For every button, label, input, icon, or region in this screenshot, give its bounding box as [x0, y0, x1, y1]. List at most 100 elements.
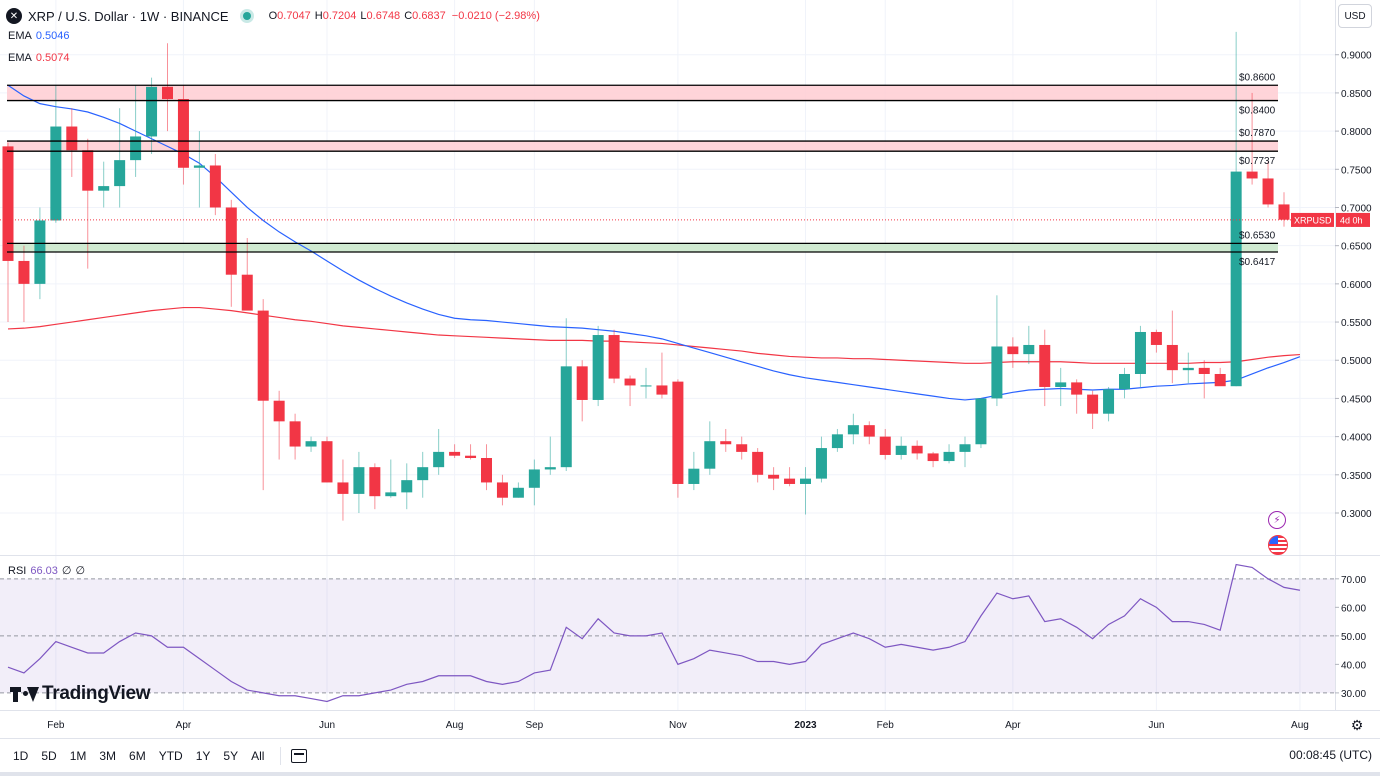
candle-body [1278, 204, 1290, 220]
time-label: Aug [446, 720, 464, 731]
ema-slow-label: EMA [8, 52, 32, 64]
candle [337, 459, 349, 521]
calendar-icon[interactable] [291, 749, 308, 763]
us-flag-icon[interactable] [1268, 535, 1288, 555]
candle [1007, 337, 1019, 368]
range-6m[interactable]: 6M [129, 749, 146, 763]
candle-body [576, 366, 588, 400]
tradingview-logo[interactable]: TradingView [10, 683, 151, 705]
candle [433, 428, 445, 475]
candle [1182, 352, 1194, 384]
candle-body [369, 467, 381, 497]
candle-body [50, 126, 62, 221]
candle-body [1087, 394, 1099, 414]
candle [1134, 325, 1146, 387]
ema-slow-legend[interactable]: EMA 0.5074 [8, 52, 70, 64]
candle [1055, 367, 1067, 407]
candle [879, 428, 891, 460]
candle-body [433, 451, 445, 468]
candle-body [449, 451, 461, 456]
high-label: H [314, 10, 323, 22]
range-ytd[interactable]: YTD [158, 749, 183, 763]
candle-body [1071, 382, 1083, 395]
candle [98, 161, 110, 208]
range-5y[interactable]: 5Y [223, 749, 239, 763]
low-label: L [360, 10, 367, 22]
time-label: Apr [1005, 720, 1021, 731]
candle-body [496, 482, 508, 498]
candle [991, 295, 1003, 407]
low-value: 0.6748 [366, 10, 401, 22]
candle-body [417, 467, 429, 481]
candle [225, 199, 237, 307]
price-tick-label: 0.5000 [1341, 356, 1372, 367]
lightning-icon[interactable]: ⚡ [1268, 511, 1286, 529]
candle [624, 375, 636, 407]
level-label: $0.8400 [1239, 106, 1276, 117]
candle-body [959, 444, 971, 452]
close-value: 0.6837 [412, 10, 446, 22]
candle-body [1023, 344, 1035, 355]
rsi-legend[interactable]: RSI 66.03 ∅ ∅ [8, 564, 89, 577]
chart-canvas[interactable]: $0.8600 $0.8400 $0.7870 $0.7737 $0.6530 $0.64… [0, 0, 1380, 738]
candle-body [512, 487, 524, 498]
candle-body [1039, 344, 1051, 387]
candle [305, 436, 317, 452]
candle-body [18, 260, 30, 284]
candle-body [1007, 346, 1019, 355]
time-label: Feb [47, 720, 65, 731]
utc-clock[interactable]: 00:08:45 (UTC) [1289, 748, 1372, 762]
candle [943, 444, 955, 464]
candle [496, 474, 508, 506]
range-1m[interactable]: 1M [69, 749, 87, 763]
time-label: Nov [669, 720, 687, 731]
candle-body [162, 86, 173, 100]
candle-body [592, 335, 604, 400]
settings-gear-icon[interactable]: ⚙ [1350, 717, 1364, 733]
candle-body [114, 160, 126, 187]
range-1d[interactable]: 1D [13, 749, 29, 763]
candle-body [544, 467, 556, 470]
candle [672, 379, 684, 498]
range-5d[interactable]: 5D [41, 749, 57, 763]
level-zone-1 [7, 141, 1278, 152]
candle-body [193, 165, 205, 168]
ema-fast-legend[interactable]: EMA 0.5046 [8, 30, 70, 42]
candle [114, 108, 126, 208]
candle [927, 451, 939, 468]
candle [481, 444, 492, 491]
change-value: −0.0210 (−2.98%) [451, 10, 540, 22]
candle-body [1055, 382, 1067, 387]
candle [688, 451, 700, 491]
candle-body [177, 99, 189, 168]
candle-body [736, 444, 748, 452]
level-zone-0 [7, 85, 1278, 101]
range-3m[interactable]: 3M [99, 749, 117, 763]
currency-selector[interactable]: USD [1338, 4, 1372, 28]
candle [34, 207, 46, 300]
price-tag-symbol: XRPUSD [1294, 215, 1332, 225]
candle-body [225, 207, 237, 275]
price-tick-label: 0.6500 [1341, 242, 1372, 253]
price-tick-label: 0.8500 [1341, 89, 1372, 100]
symbol-title[interactable]: XRP / U.S. Dollar · 1W · BINANCE [28, 8, 229, 24]
candle-body [481, 458, 492, 483]
event-icons: ⚡ [1268, 511, 1288, 555]
rsi-extra-2: ∅ [75, 565, 86, 577]
candle [353, 451, 365, 513]
range-all[interactable]: All [251, 749, 265, 763]
rsi-tick-label: 70.00 [1341, 575, 1366, 586]
candle-body [847, 425, 859, 435]
price-tick-label: 0.4500 [1341, 394, 1372, 405]
candle [1166, 310, 1178, 384]
time-label: Aug [1291, 720, 1309, 731]
candle-body [943, 451, 955, 462]
range-1y[interactable]: 1Y [195, 749, 211, 763]
candle [257, 299, 269, 491]
candle-body [82, 150, 94, 191]
candle-body [337, 482, 349, 494]
time-label: Feb [877, 720, 895, 731]
candle [1230, 31, 1242, 387]
price-tick-label: 0.7500 [1341, 165, 1372, 176]
